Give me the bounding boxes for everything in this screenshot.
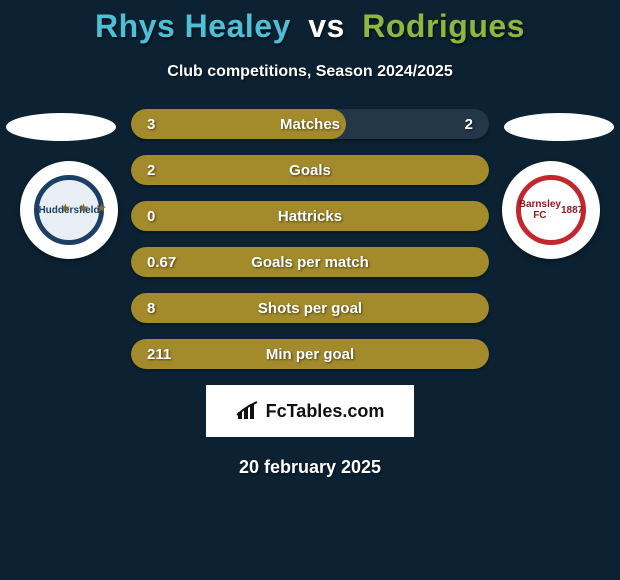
stat-fill (131, 339, 489, 369)
team2-founded: 1887 (561, 205, 583, 216)
stat-fill (131, 247, 489, 277)
date-text: 20 february 2025 (0, 457, 620, 478)
stat-fill (131, 155, 489, 185)
team2-crest-label: Barnsley FC 1887 (516, 175, 586, 245)
stat-bars: 3Matches2 2Goals 0Hattricks 0.67Goals per m… (131, 109, 489, 369)
stat-row: 3Matches2 (131, 109, 489, 139)
stat-row: 0.67Goals per match (131, 247, 489, 277)
player1-base-ellipse (6, 113, 116, 141)
team1-stars: ★ ★ ★ (60, 201, 109, 215)
player1-name: Rhys Healey (95, 8, 291, 44)
player2-name: Rodrigues (362, 8, 525, 44)
stat-fill (131, 293, 489, 323)
team2-name: Barnsley FC (519, 199, 561, 221)
comparison-stage: ★ ★ ★ Huddersfield Barnsley FC 1887 3Mat… (0, 109, 620, 369)
watermark-text: FcTables.com (266, 401, 385, 422)
watermark: FcTables.com (206, 385, 414, 437)
watermark-chart-icon (236, 401, 260, 421)
stat-fill (131, 109, 346, 139)
stat-row: 211Min per goal (131, 339, 489, 369)
stat-row: 8Shots per goal (131, 293, 489, 323)
page-title: Rhys Healey vs Rodrigues (0, 0, 620, 45)
stat-fill (131, 201, 489, 231)
player2-base-ellipse (504, 113, 614, 141)
team1-crest: ★ ★ ★ Huddersfield (20, 161, 118, 259)
stat-row: 0Hattricks (131, 201, 489, 231)
stat-right-value: 2 (465, 109, 473, 139)
subtitle: Club competitions, Season 2024/2025 (0, 63, 620, 81)
team2-crest: Barnsley FC 1887 (502, 161, 600, 259)
vs-text: vs (308, 8, 345, 44)
stat-row: 2Goals (131, 155, 489, 185)
